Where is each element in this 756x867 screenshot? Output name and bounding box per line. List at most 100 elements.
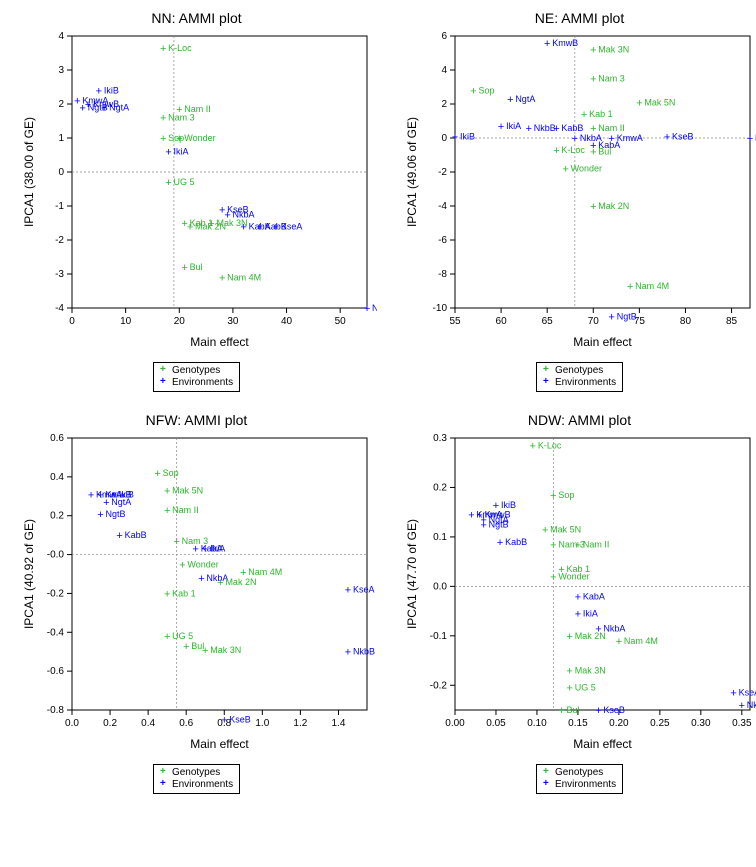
svg-text:Main effect: Main effect — [190, 737, 249, 751]
title-nn: NN: AMMI plot — [151, 10, 241, 26]
svg-text:+: + — [589, 75, 596, 87]
svg-text:0.2: 0.2 — [433, 482, 447, 493]
svg-text:+: + — [574, 592, 581, 604]
svg-text:Nam 4M: Nam 4M — [248, 567, 282, 577]
svg-text:+: + — [529, 441, 536, 453]
svg-text:+: + — [507, 95, 514, 107]
svg-text:+: + — [165, 148, 172, 160]
svg-text:UG 5: UG 5 — [172, 631, 193, 641]
svg-text:+: + — [159, 134, 166, 146]
svg-text:+: + — [97, 510, 104, 522]
svg-text:IPCA1 (38.00 of GE): IPCA1 (38.00 of GE) — [22, 117, 36, 227]
svg-text:NkbA: NkbA — [603, 623, 625, 633]
svg-text:Nam 3: Nam 3 — [598, 74, 625, 84]
svg-text:NkbB: NkbB — [372, 303, 377, 313]
svg-text:+: + — [550, 540, 557, 552]
svg-text:1: 1 — [58, 133, 64, 144]
svg-text:Mak 2N: Mak 2N — [225, 577, 256, 587]
svg-text:+: + — [451, 132, 458, 144]
svg-text:0.20: 0.20 — [609, 718, 629, 729]
svg-text:+: + — [175, 134, 182, 146]
svg-text:70: 70 — [587, 316, 599, 327]
svg-text:Wonder: Wonder — [184, 133, 215, 143]
legend-marker: + — [160, 365, 166, 377]
svg-text:0.10: 0.10 — [527, 718, 547, 729]
svg-text:-4: -4 — [438, 201, 447, 212]
svg-text:NgtB: NgtB — [616, 312, 636, 322]
svg-text:Main effect: Main effect — [573, 335, 632, 349]
svg-text:IkiB: IkiB — [500, 500, 515, 510]
svg-text:0: 0 — [58, 167, 64, 178]
panel-nfw: NFW: AMMI plot 0.00.20.40.60.81.01.21.4-… — [10, 412, 383, 794]
svg-text:Mak 5N: Mak 5N — [644, 97, 675, 107]
svg-text:KseA: KseA — [280, 221, 302, 231]
svg-text:UG 5: UG 5 — [173, 177, 194, 187]
svg-text:+: + — [182, 642, 189, 654]
svg-text:+: + — [192, 545, 199, 557]
svg-text:+: + — [589, 148, 596, 160]
svg-text:+: + — [163, 589, 170, 601]
svg-text:4: 4 — [58, 31, 64, 42]
svg-text:+: + — [595, 706, 602, 718]
svg-text:NgtA: NgtA — [111, 497, 131, 507]
svg-text:6: 6 — [441, 31, 447, 42]
svg-text:Mak 5N: Mak 5N — [172, 485, 203, 495]
svg-text:10: 10 — [120, 316, 132, 327]
svg-text:-2: -2 — [438, 167, 447, 178]
svg-text:+: + — [746, 134, 753, 146]
title-ne: NE: AMMI plot — [535, 10, 624, 26]
svg-text:+: + — [116, 531, 123, 543]
svg-text:+: + — [615, 637, 622, 649]
svg-text:+: + — [608, 313, 615, 325]
chart-grid: NN: AMMI plot 01020304050-4-3-2-101234Ma… — [10, 10, 756, 794]
svg-text:IPCA1 (49.06 of GE): IPCA1 (49.06 of GE) — [405, 117, 419, 227]
panel-nn: NN: AMMI plot 01020304050-4-3-2-101234Ma… — [10, 10, 383, 392]
svg-text:IPCA1 (40.92 of GE): IPCA1 (40.92 of GE) — [22, 519, 36, 629]
svg-text:+: + — [181, 263, 188, 275]
svg-text:+: + — [562, 165, 569, 177]
svg-text:-4: -4 — [55, 303, 64, 314]
svg-text:-1: -1 — [55, 201, 64, 212]
panel-ne: NE: AMMI plot 55606570758085-10-8-6-4-20… — [393, 10, 756, 392]
svg-text:Bul: Bul — [566, 705, 579, 715]
legend-marker: + — [160, 767, 166, 779]
svg-text:Nam 4M: Nam 4M — [623, 636, 657, 646]
svg-text:KmwB: KmwB — [552, 38, 578, 48]
svg-text:IPCA1 (47.70 of GE): IPCA1 (47.70 of GE) — [405, 519, 419, 629]
svg-text:KseA: KseA — [738, 688, 756, 698]
svg-text:+: + — [344, 586, 351, 598]
svg-text:+: + — [730, 689, 737, 701]
svg-text:0.6: 0.6 — [50, 433, 64, 444]
svg-text:80: 80 — [679, 316, 691, 327]
svg-text:+: + — [574, 540, 581, 552]
legend-nfw: +Genotypes+Environments — [153, 764, 240, 794]
svg-text:Bul: Bul — [598, 147, 611, 157]
svg-text:-0.2: -0.2 — [46, 588, 64, 599]
legend-ne: +Genotypes+Environments — [536, 362, 623, 392]
legend-label: Environments — [172, 377, 233, 389]
svg-text:1.0: 1.0 — [255, 718, 269, 729]
svg-text:+: + — [344, 648, 351, 660]
svg-text:KabB: KabB — [124, 530, 146, 540]
title-ndw: NDW: AMMI plot — [528, 412, 631, 428]
svg-text:Wonder: Wonder — [187, 559, 218, 569]
legend-label: Genotypes — [555, 767, 603, 779]
legend-label: Genotypes — [555, 365, 603, 377]
svg-text:+: + — [543, 39, 550, 51]
legend-nn: +Genotypes+Environments — [153, 362, 240, 392]
svg-text:1.2: 1.2 — [293, 718, 307, 729]
svg-text:IkiA: IkiA — [173, 147, 188, 157]
svg-text:Nam 4M: Nam 4M — [635, 281, 669, 291]
svg-text:+: + — [580, 110, 587, 122]
svg-text:-0.8: -0.8 — [46, 705, 64, 716]
svg-text:+: + — [525, 124, 532, 136]
legend-row: +Environments — [160, 377, 233, 389]
svg-text:KseB: KseB — [229, 715, 251, 725]
svg-text:+: + — [496, 538, 503, 550]
svg-text:+: + — [163, 506, 170, 518]
svg-text:-2: -2 — [55, 235, 64, 246]
legend-row: +Environments — [160, 779, 233, 791]
svg-text:+: + — [154, 469, 161, 481]
svg-text:+: + — [163, 632, 170, 644]
svg-text:+: + — [159, 114, 166, 126]
